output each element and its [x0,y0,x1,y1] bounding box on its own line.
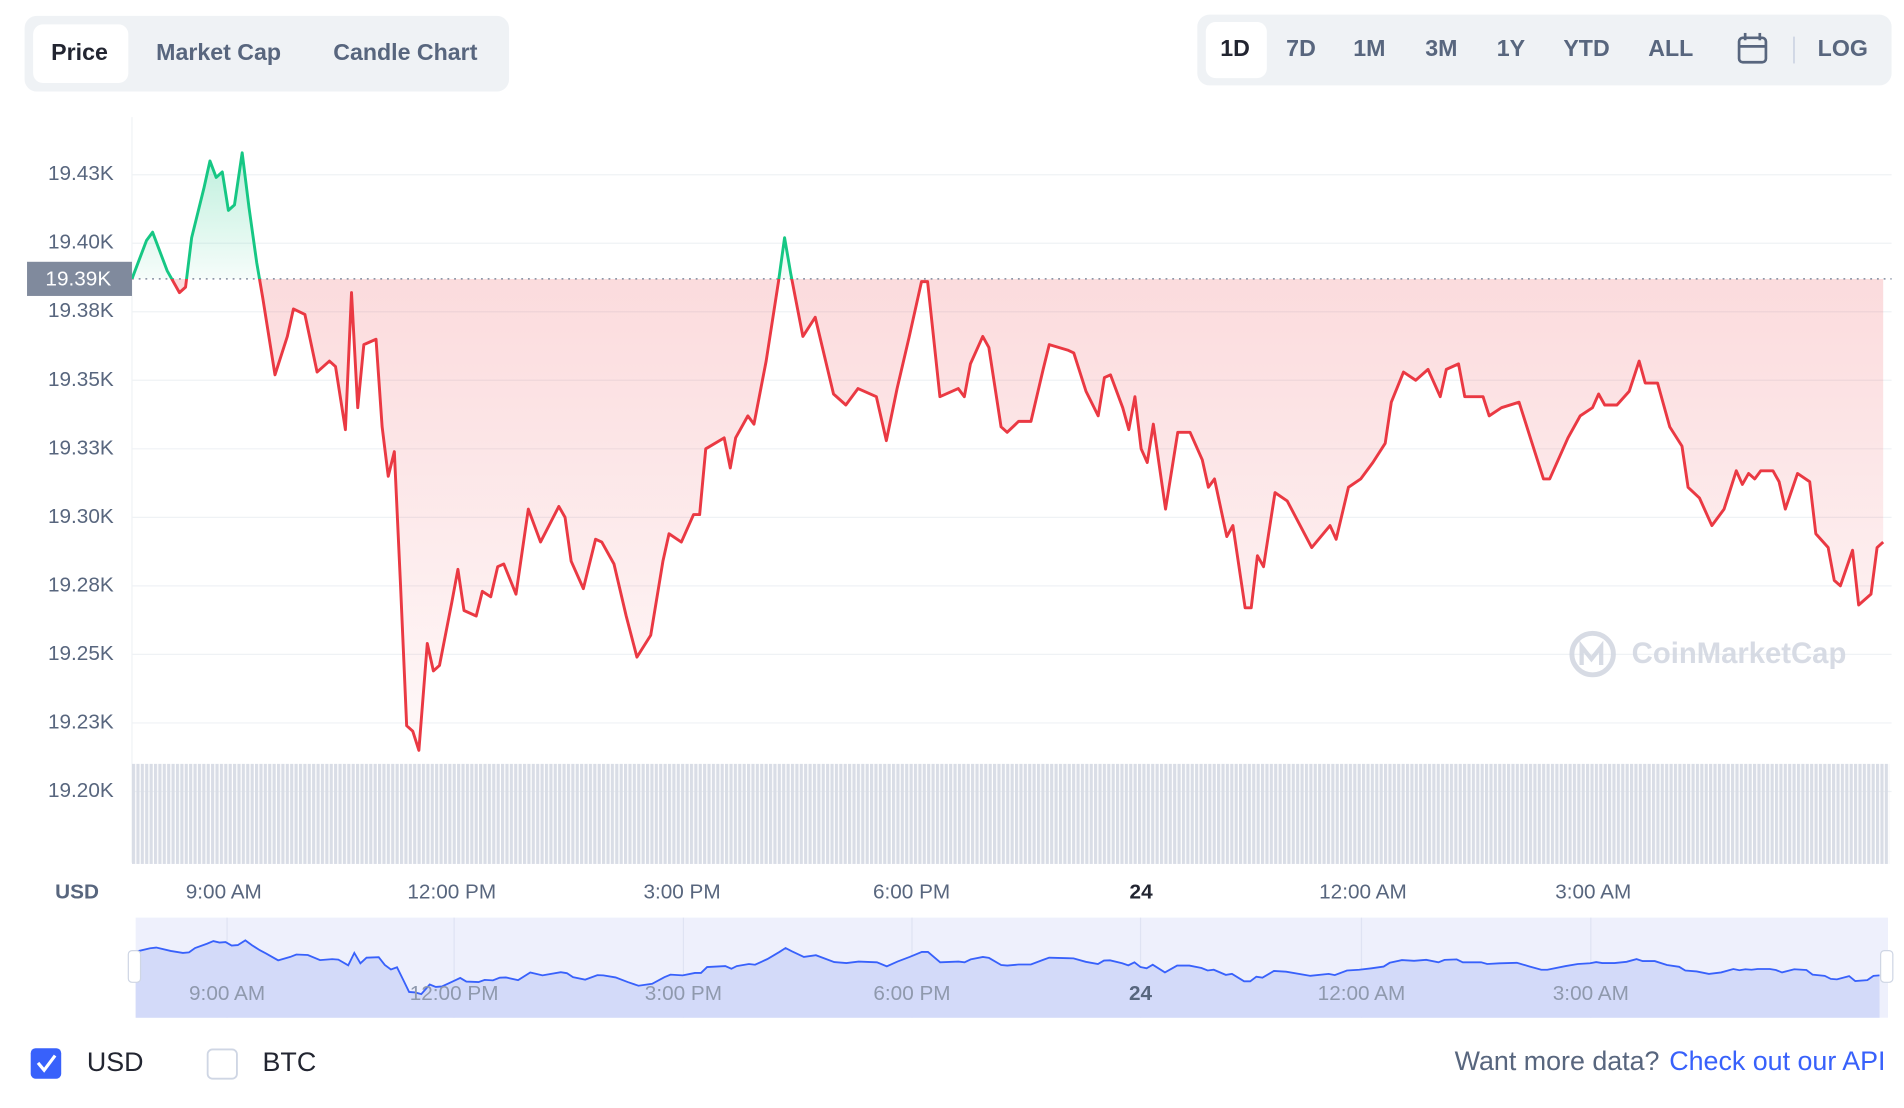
x-tick-label: 3:00 AM [1555,881,1631,904]
navigator-label: 6:00 PM [873,982,950,1005]
range-button[interactable]: YTD [1563,35,1609,61]
currency-label[interactable]: BTC [263,1047,317,1077]
calendar-icon[interactable] [1737,32,1768,64]
navigator-label: 12:00 PM [410,982,499,1005]
checkbox-checked[interactable] [30,1048,62,1079]
api-prompt: Want more data? [1455,1046,1660,1076]
range-button[interactable]: 3M [1425,35,1457,61]
tab[interactable]: Price [51,39,108,65]
tab[interactable]: Market Cap [156,39,281,65]
navigator-handle[interactable] [1880,949,1894,983]
range-button[interactable]: ALL [1648,35,1693,61]
navigator-label: 24 [1129,982,1153,1005]
api-line: Want more data? Check out our API [1455,1046,1886,1076]
navigator-handle[interactable] [127,949,142,983]
tab-group [24,15,510,92]
y-tick-label: 19.25K [48,642,114,665]
y-tick-label: 19.40K [48,231,114,254]
y-tick-label: 19.28K [48,573,114,596]
api-link[interactable]: Check out our API [1669,1046,1885,1076]
watermark: CoinMarketCap [1569,630,1847,678]
x-tick-label: 12:00 AM [1319,881,1407,904]
navigator-line [135,939,1880,996]
y-tick-label: 19.35K [48,368,114,391]
range-button[interactable]: 7D [1286,35,1316,61]
y-tick-label: 19.20K [48,779,114,802]
x-tick-label: 3:00 PM [643,881,720,904]
volume-bars [131,763,1890,864]
tab-selected [33,24,129,83]
price-area [131,152,1884,751]
x-tick-label: 24 [1130,881,1154,904]
y-tick-label: 19.38K [48,299,114,322]
x-tick-label: 9:00 AM [186,881,262,904]
currency-label[interactable]: USD [87,1047,144,1077]
x-tick-label: 12:00 PM [407,881,496,904]
range-button[interactable]: 1M [1353,35,1385,61]
range-button[interactable]: 1Y [1497,35,1526,61]
plot: 19.20K 19.23K 19.25K 19.28K 19.30K 19.33K 19.3… [27,117,1894,1018]
watermark-text: CoinMarketCap [1632,637,1847,670]
navigator-label: 9:00 AM [189,982,265,1005]
reference-badge [27,261,132,296]
navigator-label: 3:00 AM [1553,982,1629,1005]
x-tick-label: 6:00 PM [873,881,950,904]
range-button[interactable]: 1D [1220,35,1250,61]
check-mark [36,1054,57,1073]
y-unit-label: USD [55,881,99,904]
navigator-label: 3:00 PM [645,982,722,1005]
y-tick-label: 19.30K [48,505,114,528]
y-tick-label: 19.23K [48,710,114,733]
y-tick-label: 19.33K [48,436,114,459]
log-toggle[interactable]: LOG [1818,35,1868,61]
range-selected [1205,21,1267,79]
checkbox[interactable] [206,1048,238,1080]
range-buttons: 1D 7D 1M 3M 1Y YTD ALL [1220,35,1693,61]
reference-label: 19.39K [45,268,111,291]
navigator-area [135,940,1880,1018]
navigator-label: 12:00 AM [1318,982,1406,1005]
tab[interactable]: Candle Chart [333,39,477,65]
y-tick-label: 19.43K [48,162,114,185]
price-line [130,151,1885,752]
range-group [1197,14,1892,86]
